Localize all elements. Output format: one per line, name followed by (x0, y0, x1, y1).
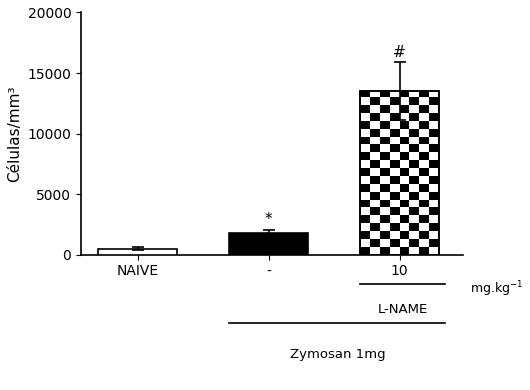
Bar (360, 231, 370, 239)
Bar (370, 97, 380, 105)
Bar (380, 91, 390, 97)
Bar (400, 152, 409, 160)
Bar (380, 215, 390, 223)
Bar (390, 223, 400, 231)
Bar (370, 207, 380, 215)
Bar (400, 105, 409, 113)
Bar (409, 223, 419, 231)
Bar (390, 97, 400, 105)
Bar (390, 113, 400, 121)
Bar (390, 239, 400, 247)
Bar (380, 231, 390, 239)
Bar (380, 168, 390, 176)
Bar (409, 113, 419, 121)
Bar (400, 231, 409, 239)
Bar (370, 223, 380, 231)
Bar (229, 233, 308, 255)
Bar (419, 105, 429, 113)
Bar (390, 145, 400, 152)
Bar (380, 105, 390, 113)
Bar (429, 176, 439, 184)
Bar (419, 215, 429, 223)
Bar (390, 160, 400, 168)
Bar (380, 136, 390, 145)
Bar (400, 247, 409, 255)
Bar (409, 145, 419, 152)
Bar (409, 207, 419, 215)
Bar (429, 239, 439, 247)
Bar (400, 184, 409, 192)
Bar (419, 231, 429, 239)
Bar (429, 223, 439, 231)
Bar (429, 192, 439, 200)
Bar (360, 105, 370, 113)
Bar (409, 160, 419, 168)
Bar (400, 215, 409, 223)
Bar (360, 168, 370, 176)
Bar (419, 91, 429, 97)
Bar (360, 91, 439, 255)
Bar (360, 200, 370, 207)
Text: mg.kg$^{-1}$: mg.kg$^{-1}$ (470, 280, 523, 300)
Bar (360, 215, 370, 223)
Bar (419, 168, 429, 176)
Bar (429, 145, 439, 152)
Bar (370, 160, 380, 168)
Bar (419, 136, 429, 145)
Text: Zymosan 1mg: Zymosan 1mg (289, 348, 385, 361)
Bar (400, 121, 409, 129)
Bar (360, 136, 370, 145)
Bar (360, 91, 439, 255)
Bar (360, 91, 370, 97)
Bar (419, 200, 429, 207)
Bar (370, 239, 380, 247)
Bar (380, 184, 390, 192)
Bar (400, 91, 409, 97)
Bar (380, 247, 390, 255)
Bar (400, 136, 409, 145)
Bar (390, 192, 400, 200)
Bar (429, 129, 439, 136)
Bar (370, 129, 380, 136)
Bar (409, 176, 419, 184)
Bar (370, 113, 380, 121)
Y-axis label: Células/mm³: Células/mm³ (7, 85, 22, 182)
Bar (390, 129, 400, 136)
Bar (380, 152, 390, 160)
Bar (409, 239, 419, 247)
Bar (429, 113, 439, 121)
Bar (419, 184, 429, 192)
Bar (370, 176, 380, 184)
Bar (99, 249, 177, 255)
Text: L-NAME: L-NAME (378, 303, 428, 316)
Bar (419, 152, 429, 160)
Bar (360, 247, 370, 255)
Bar (400, 200, 409, 207)
Bar (409, 192, 419, 200)
Bar (419, 247, 429, 255)
Bar (380, 200, 390, 207)
Bar (419, 121, 429, 129)
Text: *: * (265, 212, 272, 227)
Bar (360, 152, 370, 160)
Bar (370, 145, 380, 152)
Text: #: # (393, 45, 406, 60)
Bar (409, 129, 419, 136)
Bar (380, 121, 390, 129)
Bar (429, 160, 439, 168)
Bar (360, 184, 370, 192)
Bar (360, 121, 370, 129)
Bar (390, 207, 400, 215)
Bar (409, 97, 419, 105)
Bar (390, 176, 400, 184)
Bar (400, 168, 409, 176)
Bar (370, 192, 380, 200)
Bar (429, 97, 439, 105)
Bar (429, 207, 439, 215)
